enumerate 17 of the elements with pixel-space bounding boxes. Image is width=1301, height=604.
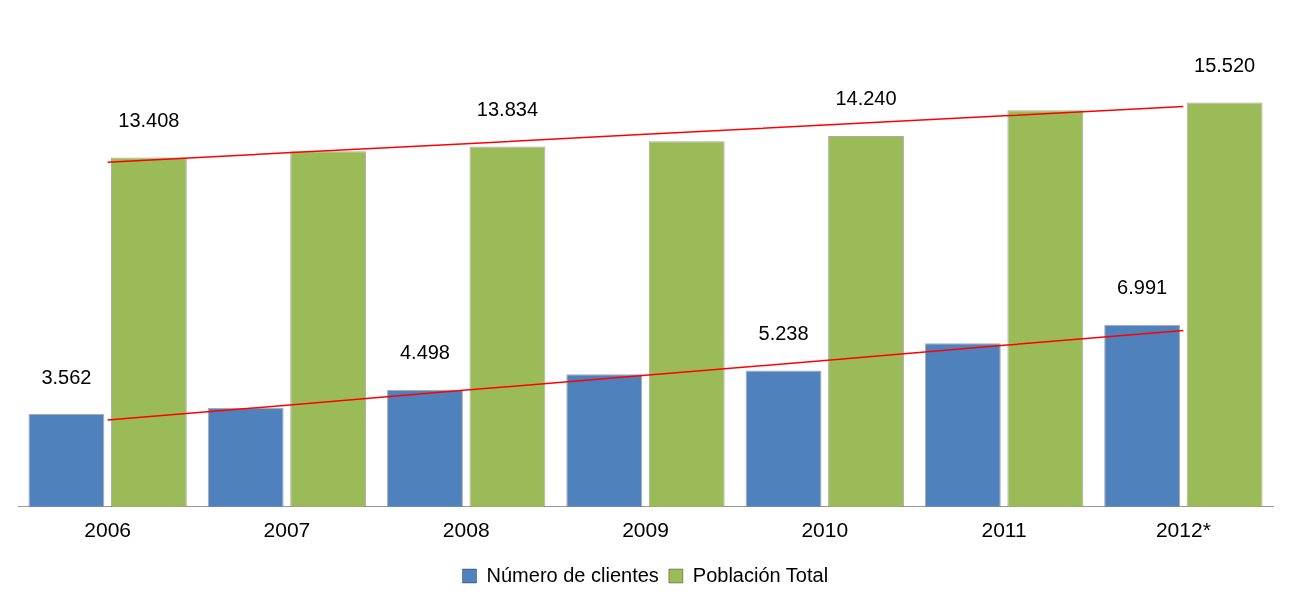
x-tick-label: 2006 <box>84 518 131 542</box>
data-label: 3.562 <box>41 365 92 388</box>
x-tick-label: 2008 <box>442 518 490 542</box>
x-tick-label: 2007 <box>263 518 311 542</box>
data-label: 6.991 <box>1117 276 1168 299</box>
data-label: 13.408 <box>118 109 180 132</box>
data-label: 13.834 <box>476 98 539 121</box>
data-label: 15.520 <box>1194 54 1256 77</box>
x-tick-label: 2010 <box>801 518 849 542</box>
data-label: 4.498 <box>399 341 451 364</box>
x-tick-label: 2012* <box>1155 518 1211 542</box>
x-tick-label: 2011 <box>981 518 1027 542</box>
legend-label: Población Total <box>692 563 829 586</box>
legend-label: Número de clientes <box>486 563 659 586</box>
data-label: 14.240 <box>835 87 897 110</box>
x-tick-label: 2009 <box>622 518 669 542</box>
data-label: 5.238 <box>758 321 809 344</box>
